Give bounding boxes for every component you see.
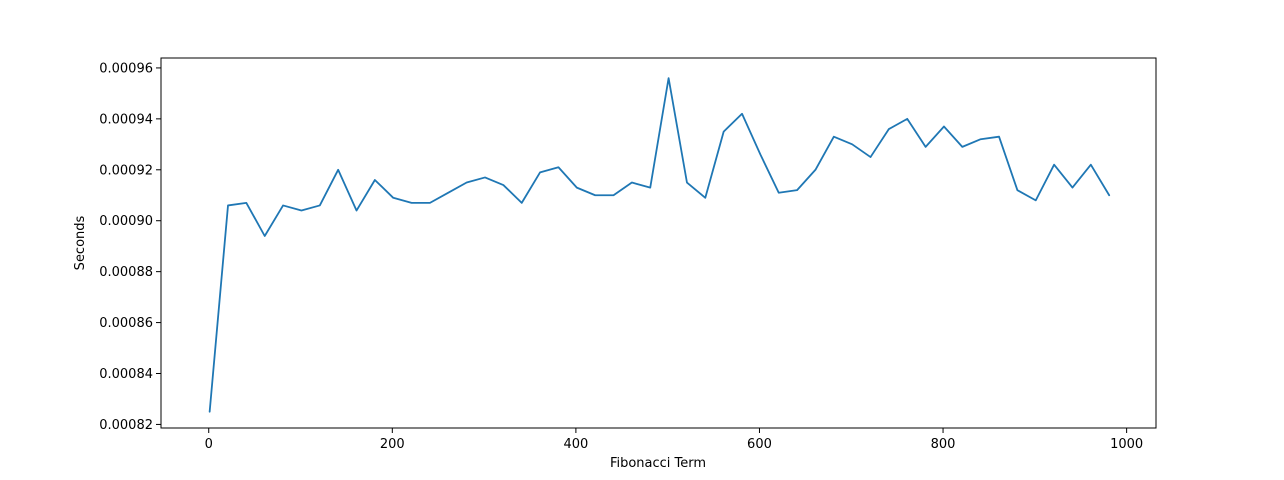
x-axis: 0 200 400 600 800 1000	[205, 428, 1143, 452]
y-tick-label: 0.00096	[99, 61, 153, 76]
y-tick-label: 0.00086	[99, 316, 153, 331]
y-tick-label: 0.00092	[99, 163, 153, 178]
series-layer	[208, 77, 1111, 413]
x-tick-label: 800	[931, 437, 956, 452]
y-tick-label: 0.00088	[99, 265, 153, 280]
y-tick-label: 0.00084	[99, 367, 153, 382]
x-axis-label: Fibonacci Term	[610, 456, 706, 471]
x-tick-label: 0	[205, 437, 213, 452]
y-tick-label: 0.00082	[99, 418, 153, 433]
y-axis-label: Seconds	[73, 215, 88, 270]
y-tick-label: 0.00090	[99, 214, 153, 229]
y-axis: 0.00082 0.00084 0.00086 0.00088 0.00090 0.000…	[99, 61, 161, 433]
x-tick-label: 200	[380, 437, 405, 452]
x-tick-label: 1000	[1110, 437, 1143, 452]
x-tick-label: 400	[563, 437, 588, 452]
plot-frame	[160, 57, 1157, 429]
plot-area	[160, 57, 1157, 429]
x-tick-label: 600	[747, 437, 772, 452]
series-line-0	[208, 77, 1111, 413]
y-tick-label: 0.00094	[99, 112, 153, 127]
